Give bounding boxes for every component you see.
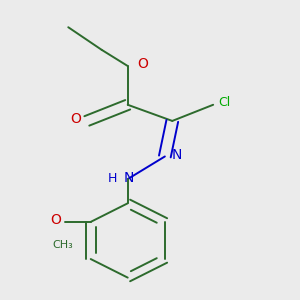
Text: N: N: [172, 148, 182, 162]
Text: O: O: [70, 112, 81, 126]
Text: H: H: [108, 172, 118, 184]
Text: O: O: [50, 213, 61, 227]
Text: CH₃: CH₃: [52, 240, 73, 250]
Text: O: O: [137, 57, 148, 71]
Text: Cl: Cl: [219, 96, 231, 109]
Text: N: N: [124, 171, 134, 185]
